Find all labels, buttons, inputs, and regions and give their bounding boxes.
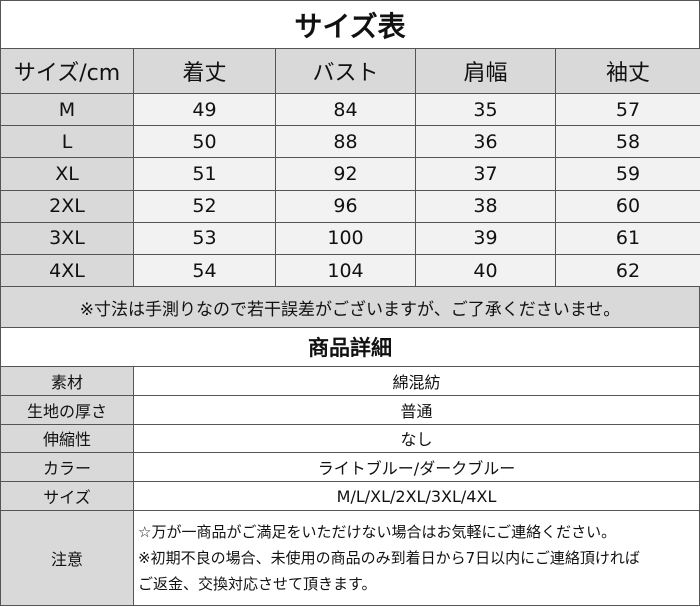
size-cell: 35 bbox=[415, 93, 556, 127]
size-cell: 52 bbox=[133, 189, 276, 223]
size-cell: 37 bbox=[415, 157, 556, 191]
size-cell: 58 bbox=[555, 125, 700, 159]
detail-value: なし bbox=[133, 423, 700, 454]
header-cell: 着丈 bbox=[133, 48, 276, 94]
size-cell: 50 bbox=[133, 125, 276, 159]
size-cell: 49 bbox=[133, 93, 276, 127]
size-cell: 38 bbox=[415, 189, 556, 223]
detail-value: 普通 bbox=[133, 394, 700, 425]
detail-value: 綿混紡 bbox=[133, 366, 700, 396]
header-cell: 袖丈 bbox=[555, 48, 700, 94]
size-cell: 53 bbox=[133, 221, 276, 255]
size-cell: 3XL bbox=[0, 221, 134, 255]
size-cell: 84 bbox=[275, 93, 416, 127]
size-cell: 54 bbox=[133, 254, 276, 288]
size-cell: 61 bbox=[555, 221, 700, 255]
detail-label: 素材 bbox=[0, 366, 134, 396]
size-cell: 100 bbox=[275, 221, 416, 255]
size-cell: 59 bbox=[555, 157, 700, 191]
size-cell: 51 bbox=[133, 157, 276, 191]
detail-label: 伸縮性 bbox=[0, 423, 134, 454]
header-cell: 肩幅 bbox=[415, 48, 556, 94]
size-cell: L bbox=[0, 125, 134, 159]
size-cell: 39 bbox=[415, 221, 556, 255]
size-cell: 40 bbox=[415, 254, 556, 288]
notice-line: ※初期不良の場合、未使用の商品のみ到着日から7日以内にご連絡頂ければ bbox=[138, 549, 640, 567]
notice-label: 注意 bbox=[0, 510, 134, 606]
size-cell: XL bbox=[0, 157, 134, 191]
size-cell: 96 bbox=[275, 189, 416, 223]
size-cell: 88 bbox=[275, 125, 416, 159]
title: サイズ表 bbox=[0, 0, 700, 49]
detail-value: ライトブルー/ダークブルー bbox=[133, 452, 700, 483]
detail-label: 生地の厚さ bbox=[0, 394, 134, 425]
note: ※寸法は手測りなので若干誤差がございますが、ご了承くださいませ。 bbox=[0, 286, 700, 328]
size-cell: M bbox=[0, 93, 134, 127]
notice-line: ご返金、交換対応させて頂きます。 bbox=[138, 575, 377, 593]
header-cell: バスト bbox=[275, 48, 416, 94]
size-cell: 92 bbox=[275, 157, 416, 191]
notice-line: ☆万が一商品がご満足をいただけない場合はお気軽にご連絡ください。 bbox=[138, 523, 617, 541]
size-cell: 36 bbox=[415, 125, 556, 159]
notice-text: ☆万が一商品がご満足をいただけない場合はお気軽にご連絡ください。 ※初期不良の場合… bbox=[133, 510, 700, 606]
size-cell: 60 bbox=[555, 189, 700, 223]
size-cell: 4XL bbox=[0, 254, 134, 288]
detail-label: サイズ bbox=[0, 481, 134, 511]
size-cell: 104 bbox=[275, 254, 416, 288]
size-cell: 62 bbox=[555, 254, 700, 288]
size-cell: 2XL bbox=[0, 189, 134, 223]
header-cell: サイズ/cm bbox=[0, 48, 134, 94]
size-cell: 57 bbox=[555, 93, 700, 127]
details-title: 商品詳細 bbox=[0, 327, 700, 367]
detail-label: カラー bbox=[0, 452, 134, 483]
detail-value: M/L/XL/2XL/3XL/4XL bbox=[133, 481, 700, 511]
